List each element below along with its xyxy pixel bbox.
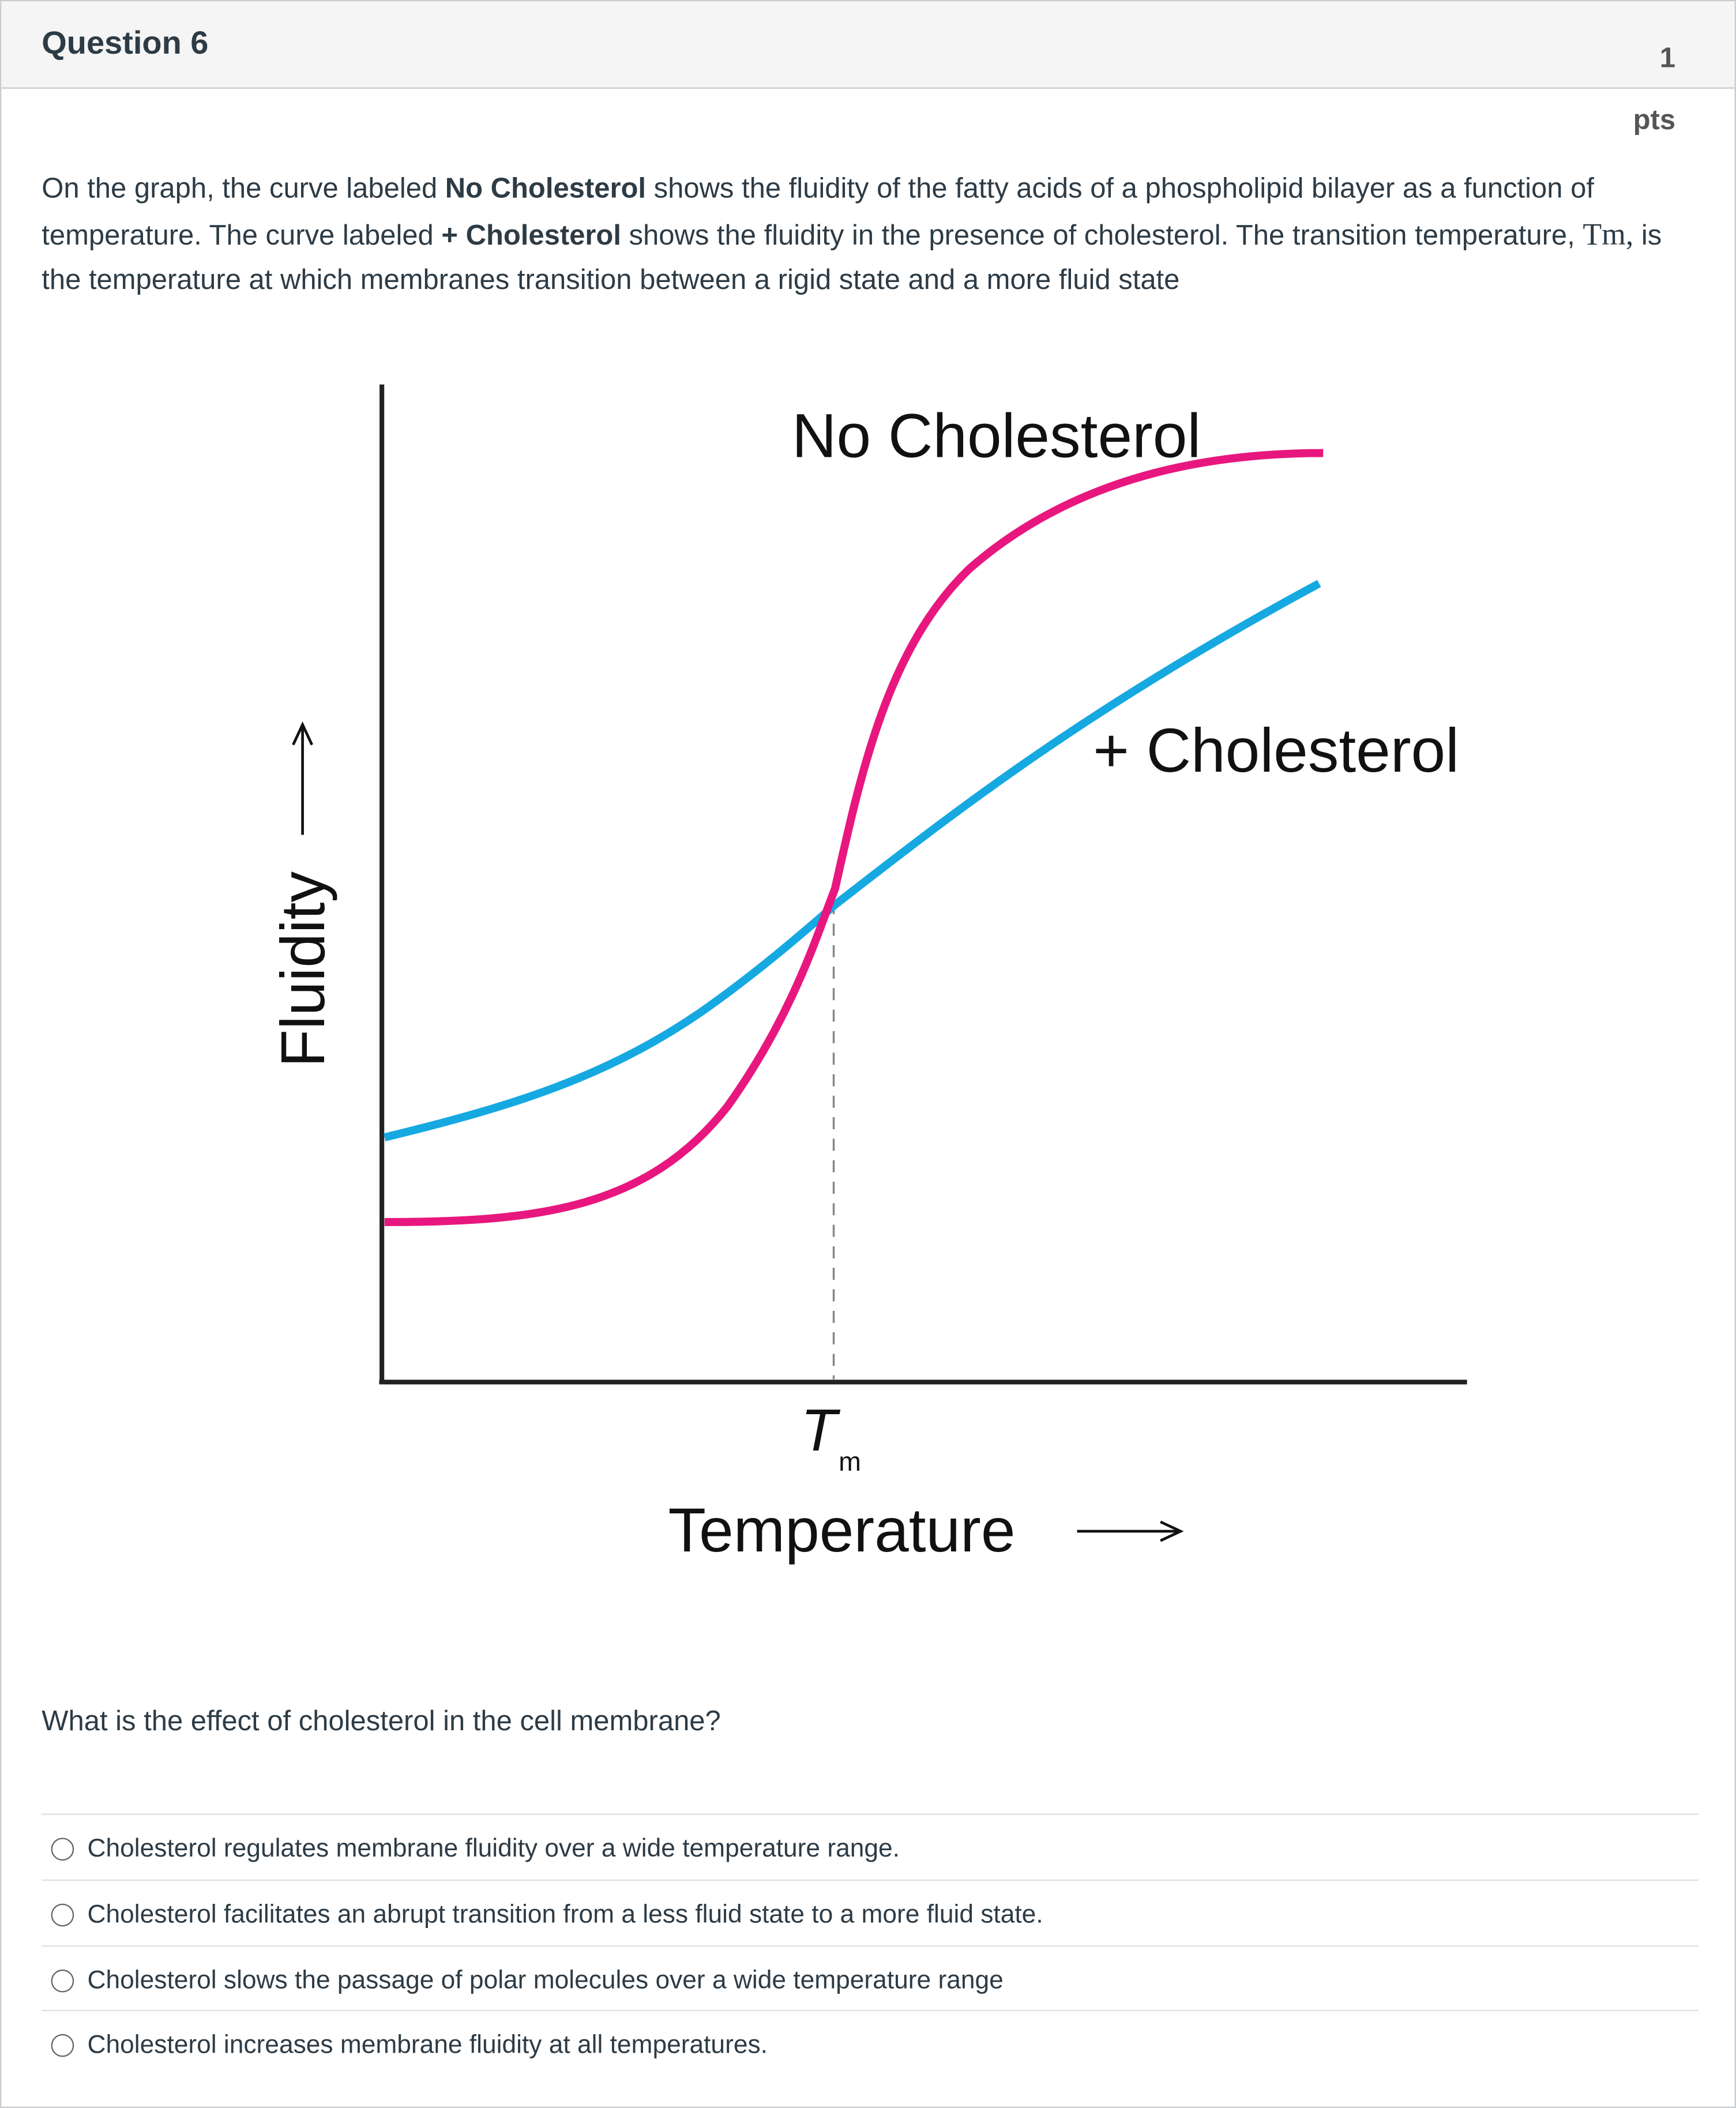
text: is the temperature at which membranes tr…: [42, 220, 1662, 296]
radio[interactable]: [51, 1969, 74, 1993]
option-text: Cholesterol facilitates an abrupt transi…: [87, 1901, 1043, 1929]
x-arrowhead: [1160, 1520, 1184, 1542]
option-text: Cholesterol increases membrane fluidity …: [87, 2031, 768, 2060]
radio[interactable]: [51, 1903, 74, 1927]
text: shows the fluidity of the fatty acids of…: [42, 173, 1594, 251]
bold-text: + Cholesterol: [441, 220, 621, 251]
y-axis-label: Fluidity: [268, 871, 337, 1067]
text: On the graph, the curve labeled: [42, 173, 445, 205]
radio[interactable]: [51, 2034, 74, 2057]
option-text: Cholesterol slows the passage of polar m…: [87, 1967, 1004, 1996]
answer-option[interactable]: Cholesterol increases membrane fluidity …: [42, 2009, 1699, 2076]
points-unit: pts: [1633, 104, 1676, 136]
curve-label: No Cholesterol: [792, 401, 1201, 471]
option-text: Cholesterol regulates membrane fluidity …: [87, 1835, 900, 1863]
figure: No Cholesterol + Cholesterol T m Tempera…: [268, 384, 1467, 1565]
tm-subscript: m: [839, 1446, 861, 1476]
curve-label: + Cholesterol: [1093, 716, 1459, 785]
answer-option[interactable]: Cholesterol facilitates an abrupt transi…: [42, 1879, 1699, 1945]
x-axis-label: Temperature: [668, 1495, 1016, 1565]
tm-label: T: [801, 1397, 841, 1463]
bold-text: No Cholesterol: [445, 173, 647, 205]
question-text: What is the effect of cholesterol in the…: [42, 1706, 721, 1737]
no-cholesterol-curve: [384, 449, 1324, 1226]
cholesterol-curve: [384, 580, 1321, 1141]
answer-option[interactable]: Cholesterol regulates membrane fluidity …: [42, 1813, 1699, 1880]
intro-text: On the graph, the curve labeled No Chole…: [42, 167, 1702, 303]
answer-option[interactable]: Cholesterol slows the passage of polar m…: [42, 1945, 1699, 2011]
header: Question 6 1 pts: [1, 1, 1735, 136]
points: 1 pts: [1615, 28, 1675, 152]
radio[interactable]: [51, 1838, 74, 1861]
text: shows the fluidity in the presence of ch…: [621, 220, 1583, 251]
math-text: Tm,: [1583, 217, 1634, 251]
question-title: Question 6: [42, 25, 209, 62]
y-arrowhead: [292, 721, 314, 746]
points-value: 1: [1659, 43, 1676, 74]
